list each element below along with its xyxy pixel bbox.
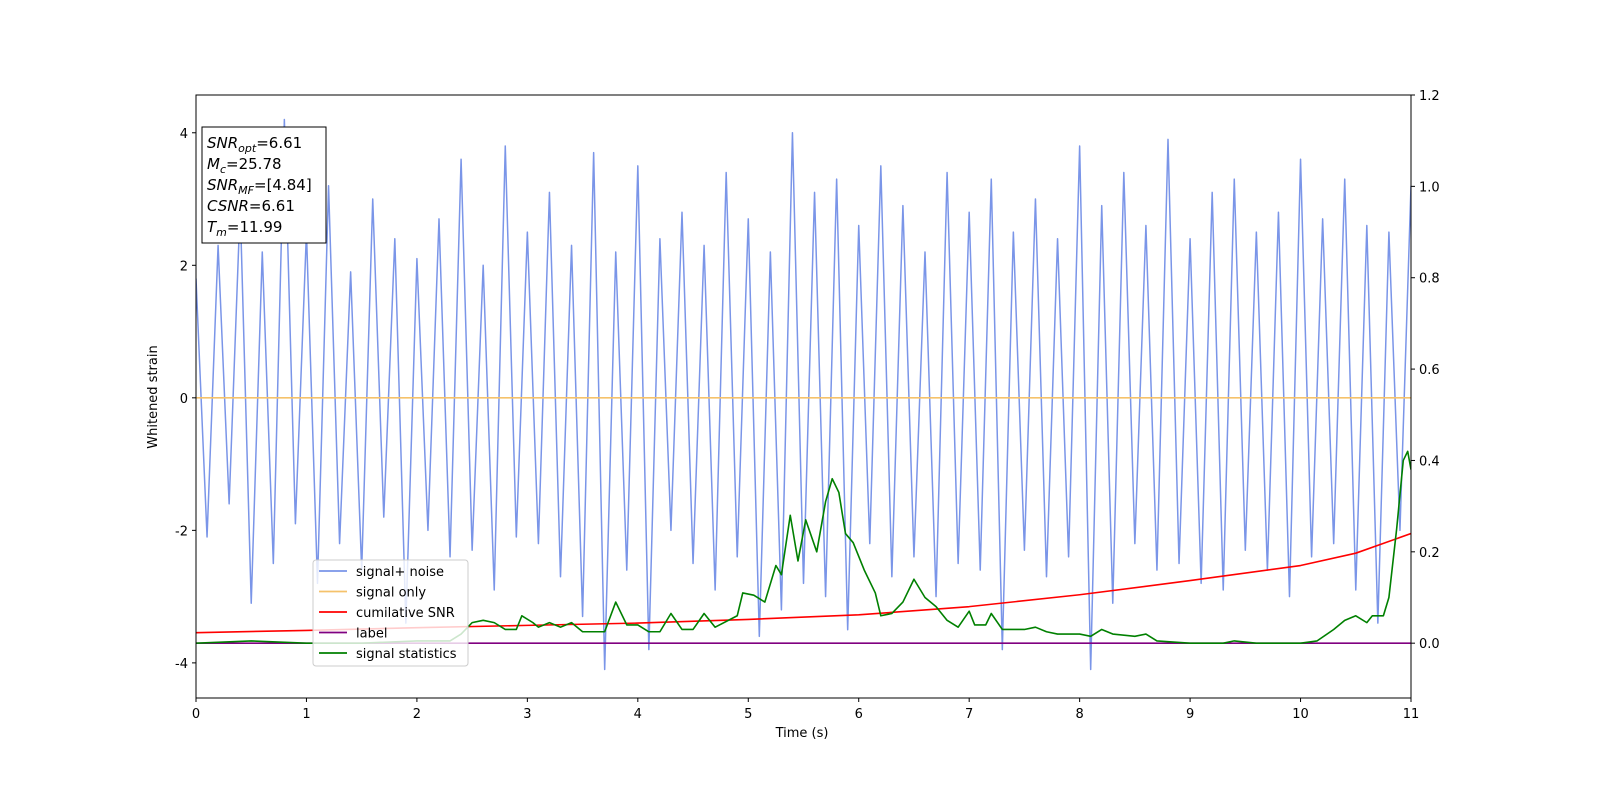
stats-sub: MF — [238, 184, 254, 197]
y-tick-label: 0 — [180, 392, 188, 407]
stats-value: =11.99 — [227, 218, 283, 236]
plot-frame — [195, 94, 1412, 699]
x-tick-label: 6 — [855, 707, 863, 722]
legend-label: signal statistics — [356, 647, 457, 662]
stats-name: SNR — [207, 176, 238, 194]
series-line — [196, 450, 1411, 644]
x-axis-label: Time (s) — [775, 726, 829, 741]
y-tick-label: 4 — [180, 127, 188, 142]
stats-box — [201, 126, 327, 244]
x-tick-label: 7 — [965, 707, 973, 722]
x-tick-label: 9 — [1186, 707, 1194, 722]
y2-tick-label: 0.0 — [1419, 637, 1440, 652]
stats-name: M — [207, 155, 220, 173]
stats-value: =6.61 — [249, 197, 295, 215]
legend-label: signal only — [356, 586, 426, 601]
series-line — [196, 118, 1411, 671]
stats-sub: m — [216, 226, 227, 239]
stats-sub: opt — [238, 142, 257, 155]
y-tick-label: -4 — [175, 657, 188, 672]
x-tick-label: 4 — [634, 707, 642, 722]
legend-label: label — [356, 627, 387, 642]
stats-line: CSNR=6.61 — [207, 197, 295, 215]
y2-tick-label: 0.6 — [1419, 363, 1440, 378]
x-tick-label: 2 — [413, 707, 421, 722]
y-tick-label: -2 — [175, 524, 188, 539]
y2-tick-label: 0.2 — [1419, 546, 1440, 561]
stats-line: Mc=25.78 — [207, 155, 282, 176]
stats-sub: c — [220, 163, 226, 176]
y2-tick-label: 1.2 — [1419, 89, 1440, 104]
stats-name: SNR — [207, 134, 238, 152]
y-axis-label: Whitened strain — [146, 345, 161, 448]
x-tick-label: 0 — [192, 707, 200, 722]
y2-tick-label: 1.0 — [1419, 180, 1440, 195]
stats-value: =6.61 — [256, 134, 302, 152]
y2-tick-label: 0.8 — [1419, 272, 1440, 287]
x-tick-label: 10 — [1292, 707, 1309, 722]
x-tick-label: 8 — [1075, 707, 1083, 722]
x-tick-label: 11 — [1403, 707, 1420, 722]
stats-value: =[4.84] — [254, 176, 312, 194]
legend-box — [312, 559, 469, 667]
x-tick-label: 1 — [302, 707, 310, 722]
legend-label: cumilative SNR — [356, 606, 455, 621]
x-tick-label: 3 — [523, 707, 531, 722]
x-tick-label: 5 — [744, 707, 752, 722]
stats-name: CSNR — [207, 197, 249, 215]
stats-line: SNRMF=[4.84] — [207, 176, 312, 197]
y-tick-label: 2 — [180, 259, 188, 274]
stats-name: T — [207, 218, 218, 236]
legend-label: signal+ noise — [356, 565, 444, 580]
stats-value: =25.78 — [226, 155, 282, 173]
stats-line: Tm=11.99 — [207, 218, 282, 239]
y2-tick-label: 0.4 — [1419, 454, 1440, 469]
stats-line: SNRopt=6.61 — [207, 134, 302, 155]
